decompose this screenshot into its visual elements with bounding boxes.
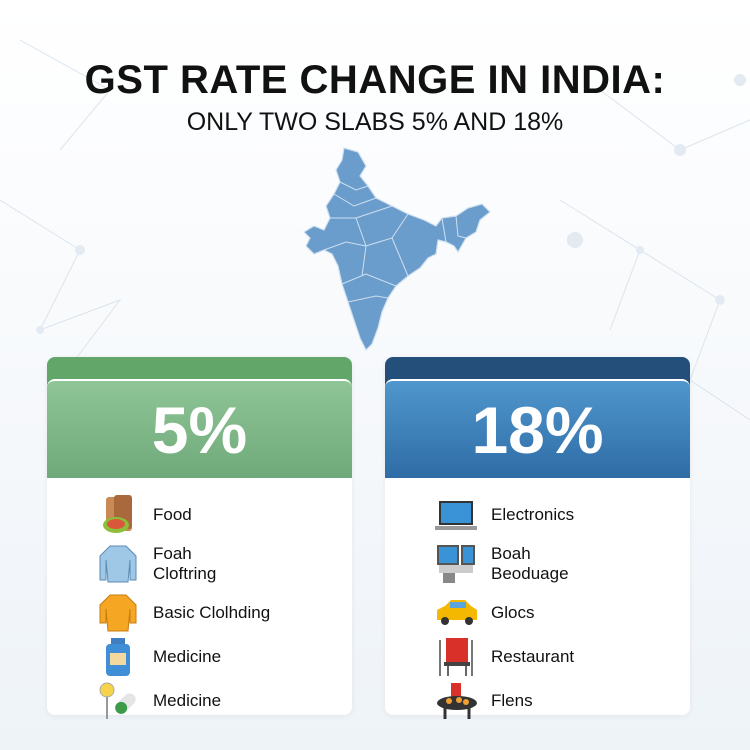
- page-title: GST RATE CHANGE IN INDIA:: [84, 58, 666, 102]
- list-item: Medicine: [97, 679, 342, 723]
- laptop-icon: [435, 495, 477, 535]
- slab-rate: 18%: [385, 379, 690, 478]
- food-bag-icon: [97, 495, 139, 535]
- list-item: Basic Clolhding: [97, 591, 342, 635]
- slab-card-5: 5% Food Foah Cloftring Basic Clolhding M…: [47, 357, 352, 719]
- india-map: [303, 147, 491, 352]
- restaurant-icon: [435, 637, 477, 677]
- list-item: Boah Beoduage: [435, 537, 680, 591]
- slab-card-18: 18% Electronics Boah Beoduage Glocs Rest…: [385, 357, 690, 719]
- car-icon: [435, 593, 477, 633]
- list-item: Restaurant: [435, 635, 680, 679]
- page-subtitle: ONLY TWO SLABS 5% AND 18%: [186, 108, 564, 136]
- slab-items: Electronics Boah Beoduage Glocs Restaura…: [435, 493, 680, 723]
- list-item: Foah Cloftring: [97, 537, 342, 591]
- list-item: Electronics: [435, 493, 680, 537]
- shirt-icon: [97, 544, 139, 584]
- list-item: Flens: [435, 679, 680, 723]
- list-item: Medicine: [97, 635, 342, 679]
- slab-rate: 5%: [47, 379, 352, 478]
- slab-items: Food Foah Cloftring Basic Clolhding Medi…: [97, 493, 342, 723]
- pill-capsule-icon: [97, 681, 139, 721]
- grill-table-icon: [435, 681, 477, 721]
- tunic-icon: [97, 593, 139, 633]
- list-item: Food: [97, 493, 342, 537]
- medicine-bottle-icon: [97, 637, 139, 677]
- appliance-icon: [435, 544, 477, 584]
- list-item: Glocs: [435, 591, 680, 635]
